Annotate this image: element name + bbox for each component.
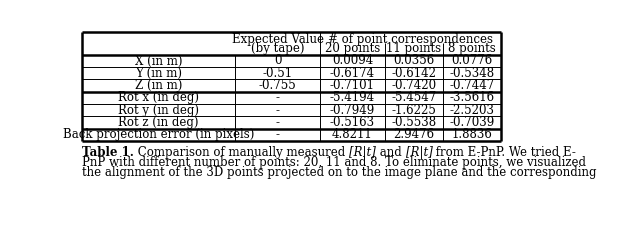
Text: [R|t]: [R|t] bbox=[349, 147, 376, 159]
Text: -: - bbox=[276, 104, 280, 117]
Bar bbox=[320, 79, 385, 92]
Bar bbox=[443, 92, 501, 104]
Text: -: - bbox=[276, 116, 280, 129]
Bar bbox=[235, 116, 320, 129]
Bar bbox=[385, 92, 443, 104]
Bar bbox=[385, 79, 443, 92]
Text: 8 points: 8 points bbox=[448, 42, 495, 55]
Text: -3.5616: -3.5616 bbox=[449, 91, 494, 104]
Bar bbox=[235, 129, 320, 141]
Bar bbox=[320, 55, 385, 67]
Bar bbox=[235, 67, 320, 79]
Bar bbox=[235, 79, 320, 92]
Bar bbox=[83, 129, 235, 141]
Bar bbox=[83, 55, 235, 67]
Text: X (in m): X (in m) bbox=[135, 54, 182, 67]
Text: -0.5348: -0.5348 bbox=[449, 67, 494, 80]
Bar bbox=[443, 116, 501, 129]
Bar bbox=[235, 32, 320, 55]
Text: 2.9476: 2.9476 bbox=[393, 128, 434, 141]
Bar bbox=[385, 129, 443, 141]
Bar bbox=[385, 55, 443, 67]
Text: Back projection error (in pixels): Back projection error (in pixels) bbox=[63, 128, 254, 141]
Bar bbox=[385, 32, 443, 55]
Text: Rot z (in deg): Rot z (in deg) bbox=[118, 116, 199, 129]
Text: Expected Value: Expected Value bbox=[232, 33, 324, 46]
Text: from E-PnP. We tried E-: from E-PnP. We tried E- bbox=[433, 147, 577, 159]
Bar bbox=[320, 92, 385, 104]
Text: 4.8211: 4.8211 bbox=[332, 128, 372, 141]
Bar bbox=[385, 116, 443, 129]
Bar bbox=[83, 92, 235, 104]
Text: PnP with different number of points: 20, 11 and 8. To eliminate points, we visua: PnP with different number of points: 20,… bbox=[83, 157, 586, 170]
Text: -5.4194: -5.4194 bbox=[330, 91, 375, 104]
Bar bbox=[320, 104, 385, 116]
Text: 20 points: 20 points bbox=[324, 42, 380, 55]
Bar bbox=[235, 55, 320, 67]
Text: -: - bbox=[276, 91, 280, 104]
Text: Z (in m): Z (in m) bbox=[135, 79, 182, 92]
Text: (by tape): (by tape) bbox=[251, 42, 305, 55]
Text: 1.8836: 1.8836 bbox=[451, 128, 492, 141]
Text: -0.5163: -0.5163 bbox=[330, 116, 375, 129]
Text: -2.5203: -2.5203 bbox=[449, 104, 494, 117]
Bar bbox=[443, 129, 501, 141]
Text: -: - bbox=[276, 128, 280, 141]
Text: -1.6225: -1.6225 bbox=[391, 104, 436, 117]
Bar bbox=[320, 67, 385, 79]
Text: Comparison of manually measured: Comparison of manually measured bbox=[134, 147, 349, 159]
Text: -0.7039: -0.7039 bbox=[449, 116, 494, 129]
Text: -0.7420: -0.7420 bbox=[391, 79, 436, 92]
Bar bbox=[83, 79, 235, 92]
Bar bbox=[83, 116, 235, 129]
Text: 11 points: 11 points bbox=[386, 42, 441, 55]
Text: and: and bbox=[376, 147, 406, 159]
Bar bbox=[443, 67, 501, 79]
Text: the alignment of the 3D points projected on to the image plane and the correspon: the alignment of the 3D points projected… bbox=[83, 166, 597, 179]
Bar bbox=[443, 79, 501, 92]
Bar bbox=[443, 55, 501, 67]
Text: Rot y (in deg): Rot y (in deg) bbox=[118, 104, 199, 117]
Bar bbox=[385, 67, 443, 79]
Text: -5.4547: -5.4547 bbox=[391, 91, 436, 104]
Text: Y (in m): Y (in m) bbox=[135, 67, 182, 80]
Text: -0.6174: -0.6174 bbox=[330, 67, 375, 80]
Bar bbox=[83, 32, 235, 55]
Bar bbox=[320, 116, 385, 129]
Bar bbox=[83, 67, 235, 79]
Text: -0.7447: -0.7447 bbox=[449, 79, 494, 92]
Text: -0.6142: -0.6142 bbox=[391, 67, 436, 80]
Text: Rot x (in deg): Rot x (in deg) bbox=[118, 91, 199, 104]
Text: 0.0094: 0.0094 bbox=[332, 54, 373, 67]
Text: Table 1.: Table 1. bbox=[83, 147, 134, 159]
Bar bbox=[443, 32, 501, 55]
Bar bbox=[83, 104, 235, 116]
Text: # of point correspondences: # of point correspondences bbox=[328, 33, 493, 46]
Text: 0: 0 bbox=[274, 54, 282, 67]
Text: 0.0776: 0.0776 bbox=[451, 54, 492, 67]
Text: -0.5538: -0.5538 bbox=[391, 116, 436, 129]
Bar bbox=[235, 92, 320, 104]
Text: -0.755: -0.755 bbox=[259, 79, 296, 92]
Text: -0.51: -0.51 bbox=[262, 67, 292, 80]
Text: [R|t]: [R|t] bbox=[406, 147, 433, 159]
Text: 0.0356: 0.0356 bbox=[393, 54, 435, 67]
Bar bbox=[235, 104, 320, 116]
Bar bbox=[443, 104, 501, 116]
Bar bbox=[320, 129, 385, 141]
Bar bbox=[320, 32, 385, 55]
Bar bbox=[385, 104, 443, 116]
Text: -0.7949: -0.7949 bbox=[330, 104, 375, 117]
Text: -0.7101: -0.7101 bbox=[330, 79, 375, 92]
